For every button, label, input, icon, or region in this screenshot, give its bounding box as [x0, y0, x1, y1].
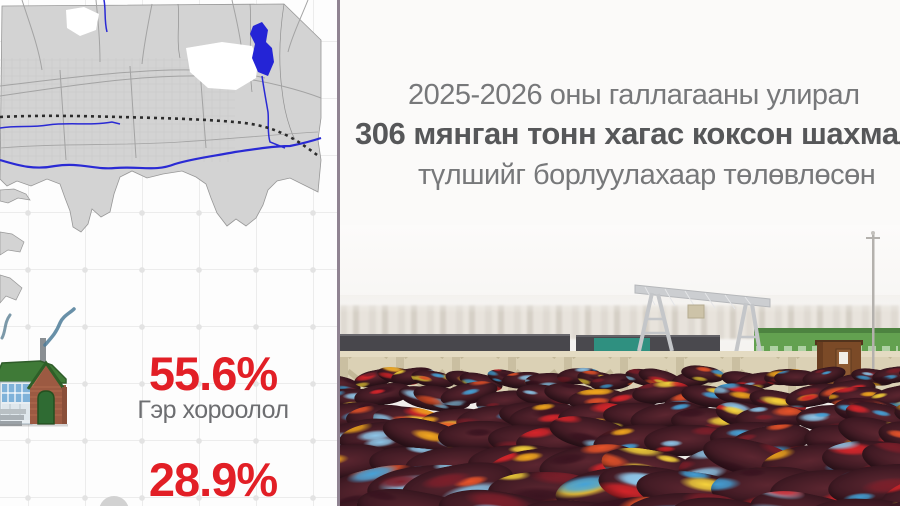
- gantry-crane: [634, 284, 771, 354]
- headline-line-3: түлшийг борлуулахаар төлөвлөсөн: [418, 159, 876, 191]
- panel-divider: [337, 0, 340, 506]
- shed-door-sign: [839, 352, 848, 364]
- chimney: [40, 338, 46, 362]
- headline-line-1: 2025-2026 оны галлагааны улирал: [408, 79, 860, 111]
- lake: [250, 22, 274, 76]
- city-map-illustration: [0, 0, 322, 304]
- railway-dotted-line: [0, 114, 321, 159]
- gable-trim: [26, 360, 66, 390]
- light-pole: [866, 231, 880, 385]
- ger-district-label: Гэр хороолол: [137, 396, 289, 424]
- crane-trolley: [687, 304, 705, 319]
- second-percentage: 28.9%: [148, 453, 278, 506]
- headline-line-2: 306 мянган тонн хагас коксон шахмал: [355, 116, 900, 151]
- smoke-icon: [43, 307, 76, 347]
- rivers: [0, 0, 322, 170]
- map-white-zone: [186, 42, 258, 90]
- ger-district-percentage: 55.6%: [148, 347, 278, 400]
- map-white-zone: [66, 7, 99, 36]
- coal-bags-photo: [340, 225, 900, 506]
- coal-bag-pile: [340, 225, 900, 506]
- partial-stat-icon: [99, 496, 129, 506]
- train-containers: [340, 334, 570, 356]
- door: [37, 390, 55, 425]
- steps: [0, 409, 26, 426]
- left-panel: 55.6% Гэр хороолол 28.9%: [0, 0, 338, 506]
- smoke-icon: [0, 313, 12, 340]
- ger-district-house-icon: [0, 307, 76, 427]
- road-network: [0, 0, 322, 161]
- right-panel: 2025-2026 оны галлагааны улирал 306 мянг…: [340, 0, 900, 506]
